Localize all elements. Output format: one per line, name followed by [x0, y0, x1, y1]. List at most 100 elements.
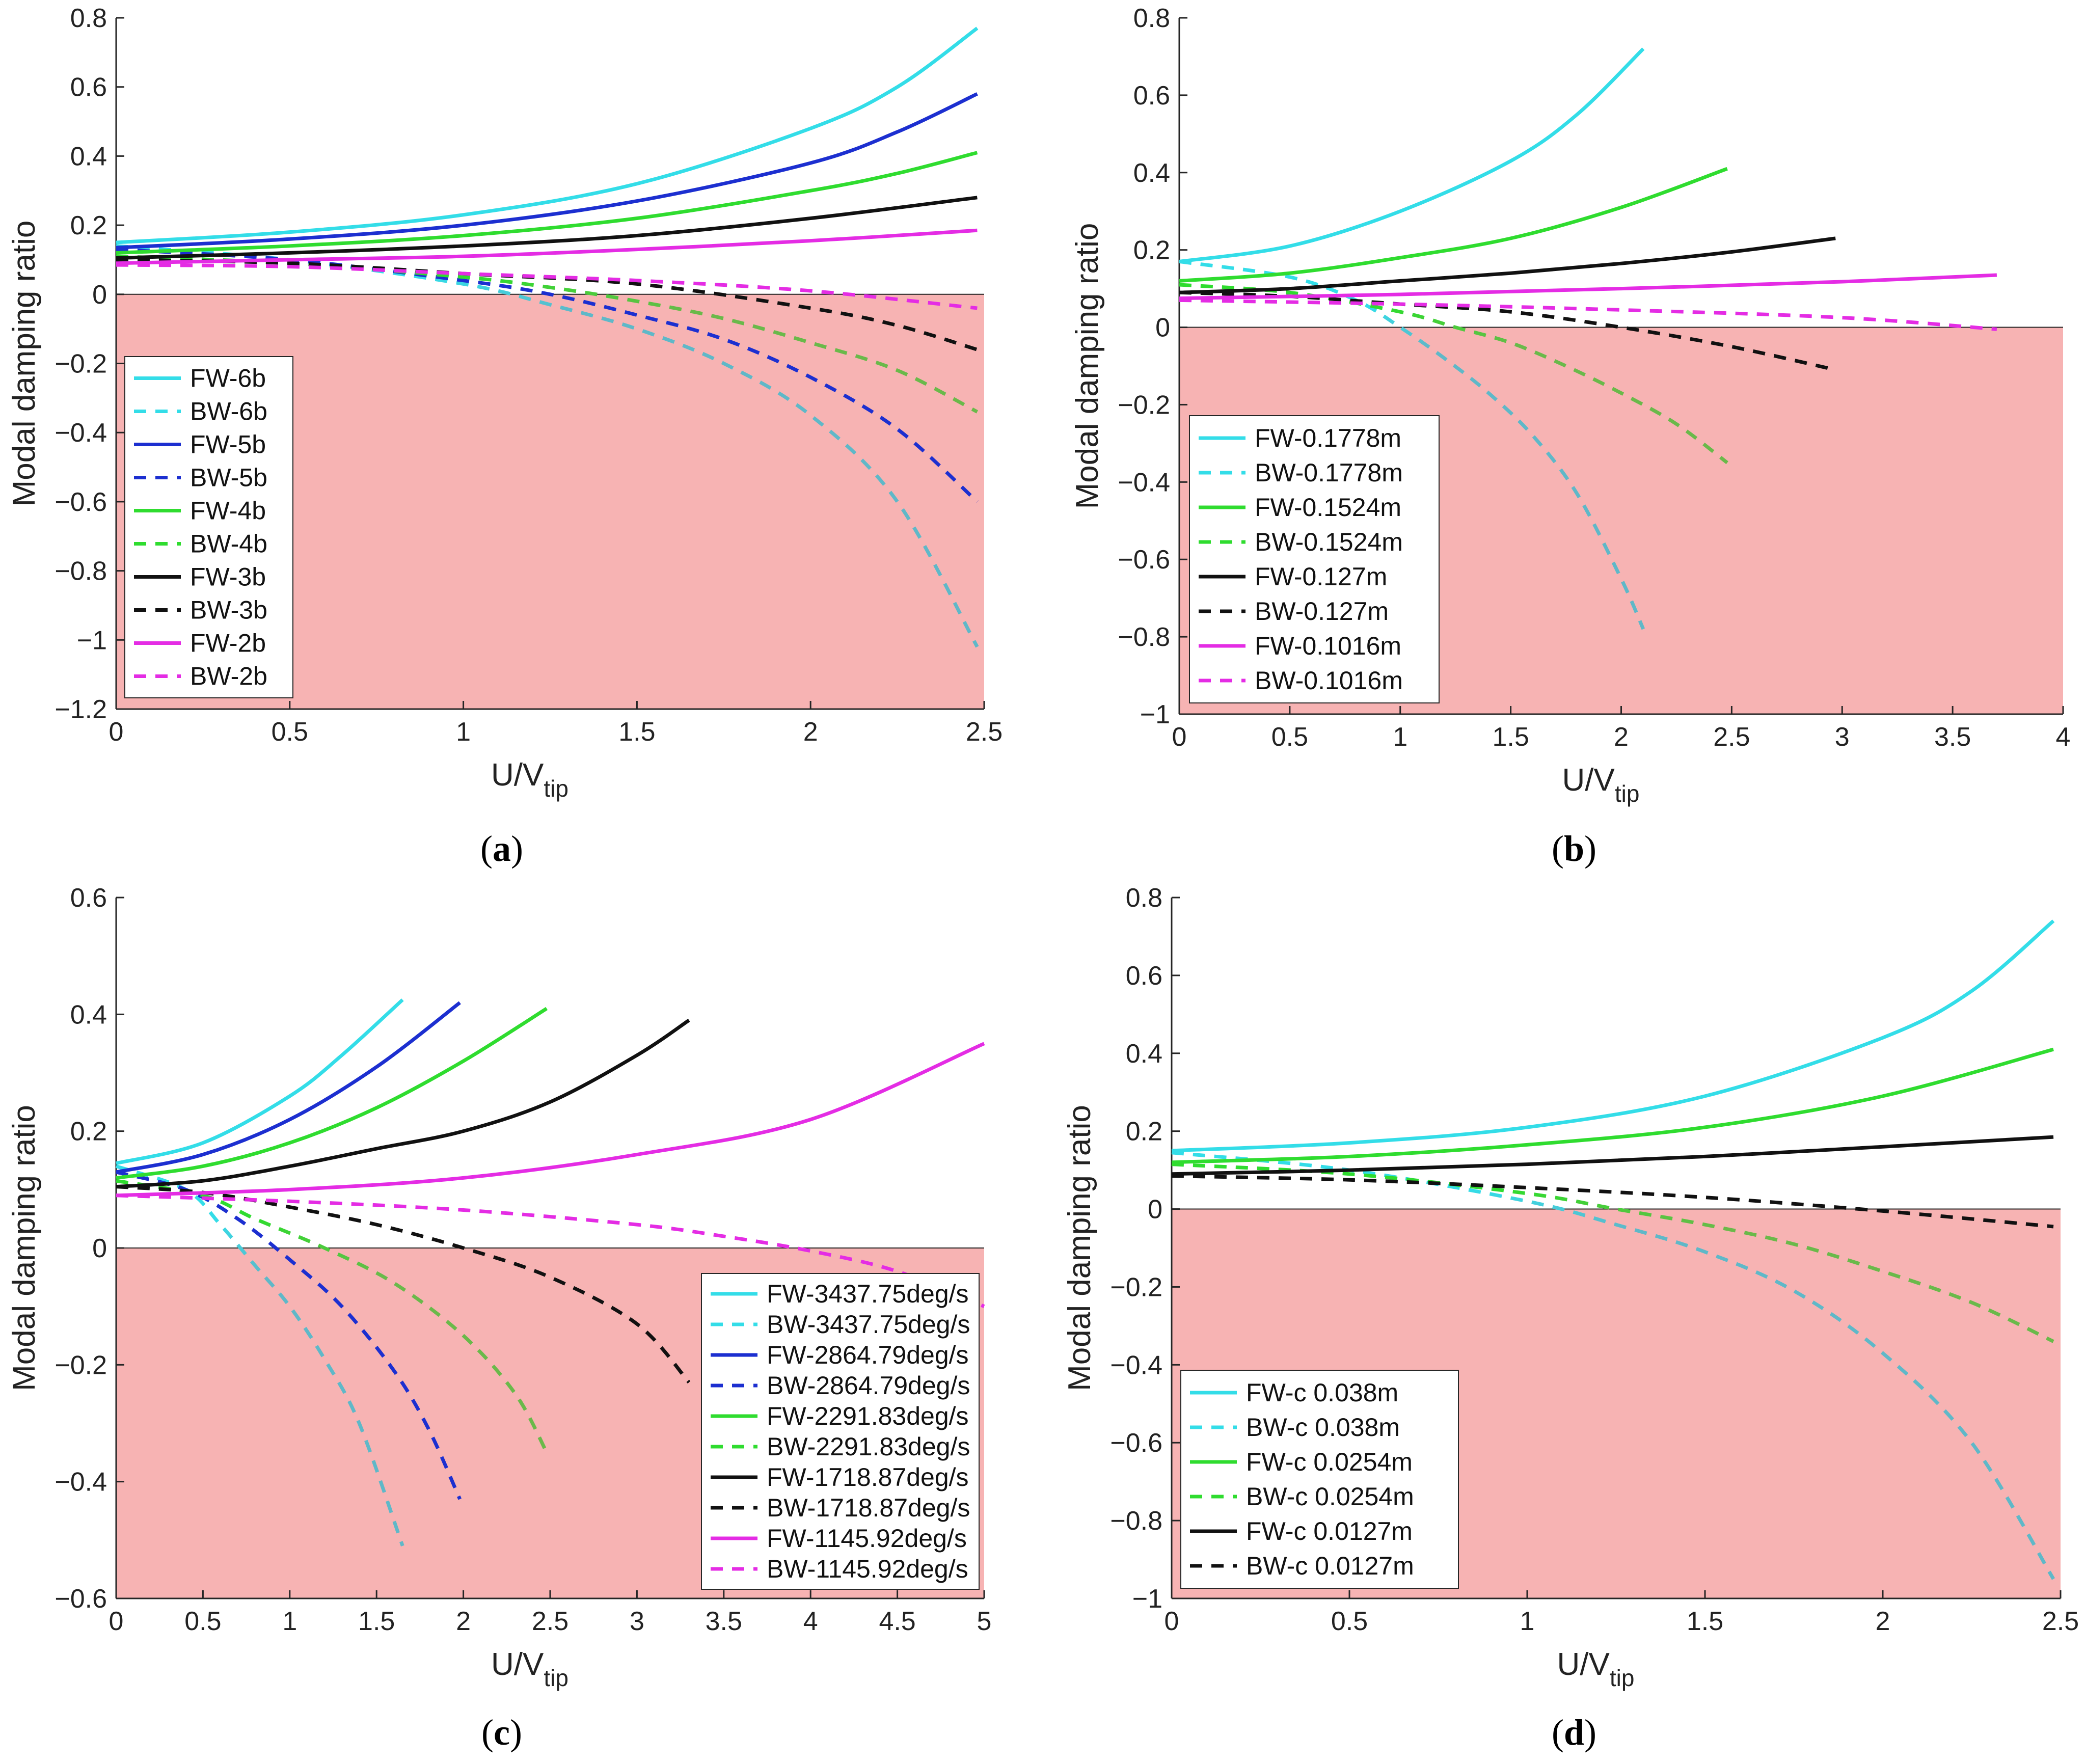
- legend-label: FW-c 0.0254m: [1246, 1448, 1413, 1476]
- y-tick-label: −1: [1140, 700, 1170, 729]
- y-tick-label: −0.8: [55, 557, 107, 586]
- legend-label: FW-2864.79deg/s: [767, 1341, 969, 1369]
- series-line: [116, 1018, 690, 1189]
- series-line: [116, 1042, 985, 1198]
- y-tick-label: 0.6: [70, 883, 107, 913]
- x-tick-label: 1: [456, 717, 471, 747]
- y-tick-label: −0.6: [55, 487, 107, 517]
- legend-label: FW-5b: [190, 430, 266, 459]
- series-line: [1179, 236, 1836, 294]
- legend-label: BW-c 0.038m: [1246, 1413, 1400, 1442]
- y-tick-label: 0.4: [1133, 158, 1170, 188]
- series-line: [1171, 1135, 2054, 1176]
- x-tick-label: 0.5: [272, 717, 308, 747]
- series-line: [116, 1170, 462, 1500]
- x-tick-label: 3.5: [1934, 722, 1971, 752]
- series-line: [116, 998, 404, 1165]
- x-tick-label: 2: [803, 717, 818, 747]
- x-tick-label: 3.5: [706, 1607, 742, 1636]
- legend-label: BW-4b: [190, 530, 267, 558]
- panel-caption: (c): [481, 1712, 522, 1753]
- x-axis-label: U/Vtip: [491, 1647, 568, 1691]
- panel-caption: (a): [480, 828, 523, 869]
- legend-label: BW-0.1524m: [1255, 528, 1403, 556]
- y-tick-label: −0.4: [1110, 1350, 1162, 1380]
- legend-label: BW-0.127m: [1255, 597, 1389, 626]
- legend-label: FW-0.127m: [1255, 562, 1387, 591]
- x-tick-label: 1: [1520, 1607, 1535, 1636]
- legend-label: BW-1145.92deg/s: [767, 1555, 968, 1583]
- x-tick-label: 2.5: [532, 1607, 568, 1636]
- panel-caption: (d): [1552, 1712, 1596, 1753]
- x-tick-label: 4: [2056, 722, 2071, 752]
- y-axis-label: Modal damping ratio: [7, 1105, 42, 1391]
- y-tick-label: 0.6: [1126, 961, 1162, 991]
- series-line: [116, 151, 978, 255]
- y-tick-label: −0.6: [1110, 1428, 1162, 1458]
- legend-label: FW-2291.83deg/s: [767, 1402, 969, 1430]
- y-tick-label: 0.8: [70, 4, 107, 33]
- x-tick-label: 3: [1835, 722, 1850, 752]
- legend-label: FW-c 0.038m: [1246, 1378, 1398, 1407]
- legend: FW-0.1778m BW-0.1778m FW-0.1524m BW-0.1524m…: [1189, 415, 1440, 703]
- x-tick-label: 2: [1614, 722, 1629, 752]
- legend-label: FW-3437.75deg/s: [767, 1280, 969, 1308]
- legend-label: FW-1718.87deg/s: [767, 1463, 969, 1491]
- series-line: [1171, 1151, 2055, 1580]
- x-axis-label: U/Vtip: [1562, 763, 1640, 807]
- legend-label: FW-4b: [190, 497, 266, 525]
- y-tick-label: −1.2: [55, 695, 107, 724]
- y-tick-label: 0.2: [70, 211, 107, 240]
- y-tick-label: 0: [1148, 1195, 1162, 1225]
- x-tick-label: 0: [1172, 722, 1187, 752]
- panel-c: 0 0.5 1 1.5 2 2.5 3 3.5 4 4.5 5 −0.6 −0.4 −0.2 0 0.2 0.4…: [7, 883, 991, 1753]
- series-line: [1171, 1174, 2054, 1229]
- y-tick-label: −0.4: [55, 418, 107, 448]
- legend-box: [1189, 415, 1440, 703]
- y-tick-label: −0.2: [1110, 1272, 1162, 1302]
- series-line: [1179, 47, 1645, 263]
- panel-a: 0 0.5 1 1.5 2 2.5 −1.2 −1 −0.8 −0.6 −0.4 −0.2 0 0.2 0.…: [7, 4, 1003, 869]
- series-line: [1171, 919, 2055, 1153]
- legend-label: BW-6b: [190, 397, 267, 426]
- legend-label: BW-2b: [190, 662, 267, 691]
- legend-label: FW-1145.92deg/s: [767, 1524, 967, 1553]
- series-line: [116, 196, 978, 260]
- legend-label: FW-0.1524m: [1255, 493, 1401, 522]
- panel-caption: (b): [1552, 828, 1596, 869]
- series-line: [1171, 1162, 2054, 1343]
- y-tick-label: −1: [1132, 1584, 1162, 1614]
- x-tick-label: 0.5: [184, 1607, 221, 1636]
- legend-label: BW-3437.75deg/s: [767, 1310, 970, 1339]
- legend-label: BW-3b: [190, 596, 267, 625]
- y-tick-label: 0: [1155, 313, 1170, 343]
- series-line: [1179, 298, 1997, 331]
- y-tick-label: −0.2: [55, 349, 107, 379]
- x-axis-label-main: U/V: [1562, 763, 1615, 798]
- y-tick-label: 0.6: [1133, 81, 1170, 111]
- x-tick-label: 0: [109, 717, 124, 747]
- series-line: [116, 228, 978, 265]
- legend-label: BW-0.1778m: [1255, 458, 1403, 487]
- x-tick-label: 1.5: [358, 1607, 395, 1636]
- series-line: [1171, 1047, 2054, 1164]
- series-line: [116, 248, 979, 503]
- x-tick-label: 0: [1165, 1607, 1179, 1636]
- y-tick-label: 0.4: [1126, 1039, 1162, 1069]
- y-tick-label: 0: [92, 280, 107, 310]
- y-tick-label: 0.8: [1133, 4, 1170, 33]
- y-tick-label: −0.4: [55, 1468, 107, 1497]
- series-line: [1179, 283, 1728, 465]
- y-tick-label: 0.2: [1133, 236, 1170, 265]
- x-tick-label: 4.5: [879, 1607, 915, 1636]
- legend: FW-c 0.038m BW-c 0.038m FW-c 0.0254m BW-c 0…: [1180, 1370, 1459, 1589]
- x-tick-label: 2: [1876, 1607, 1890, 1636]
- legend-box: [1180, 1370, 1459, 1589]
- y-tick-label: 0.4: [70, 142, 107, 171]
- y-tick-label: −0.6: [55, 1584, 107, 1614]
- panel-b: 0 0.5 1 1.5 2 2.5 3 3.5 4 −1 −0.8 −0.6 −0.4 −0.2 0 0.2 0…: [1070, 4, 2070, 869]
- x-tick-label: 1: [282, 1607, 297, 1636]
- legend-label: BW-2864.79deg/s: [767, 1371, 970, 1400]
- x-tick-label: 3: [630, 1607, 644, 1636]
- x-axis-label-sub: tip: [544, 775, 568, 802]
